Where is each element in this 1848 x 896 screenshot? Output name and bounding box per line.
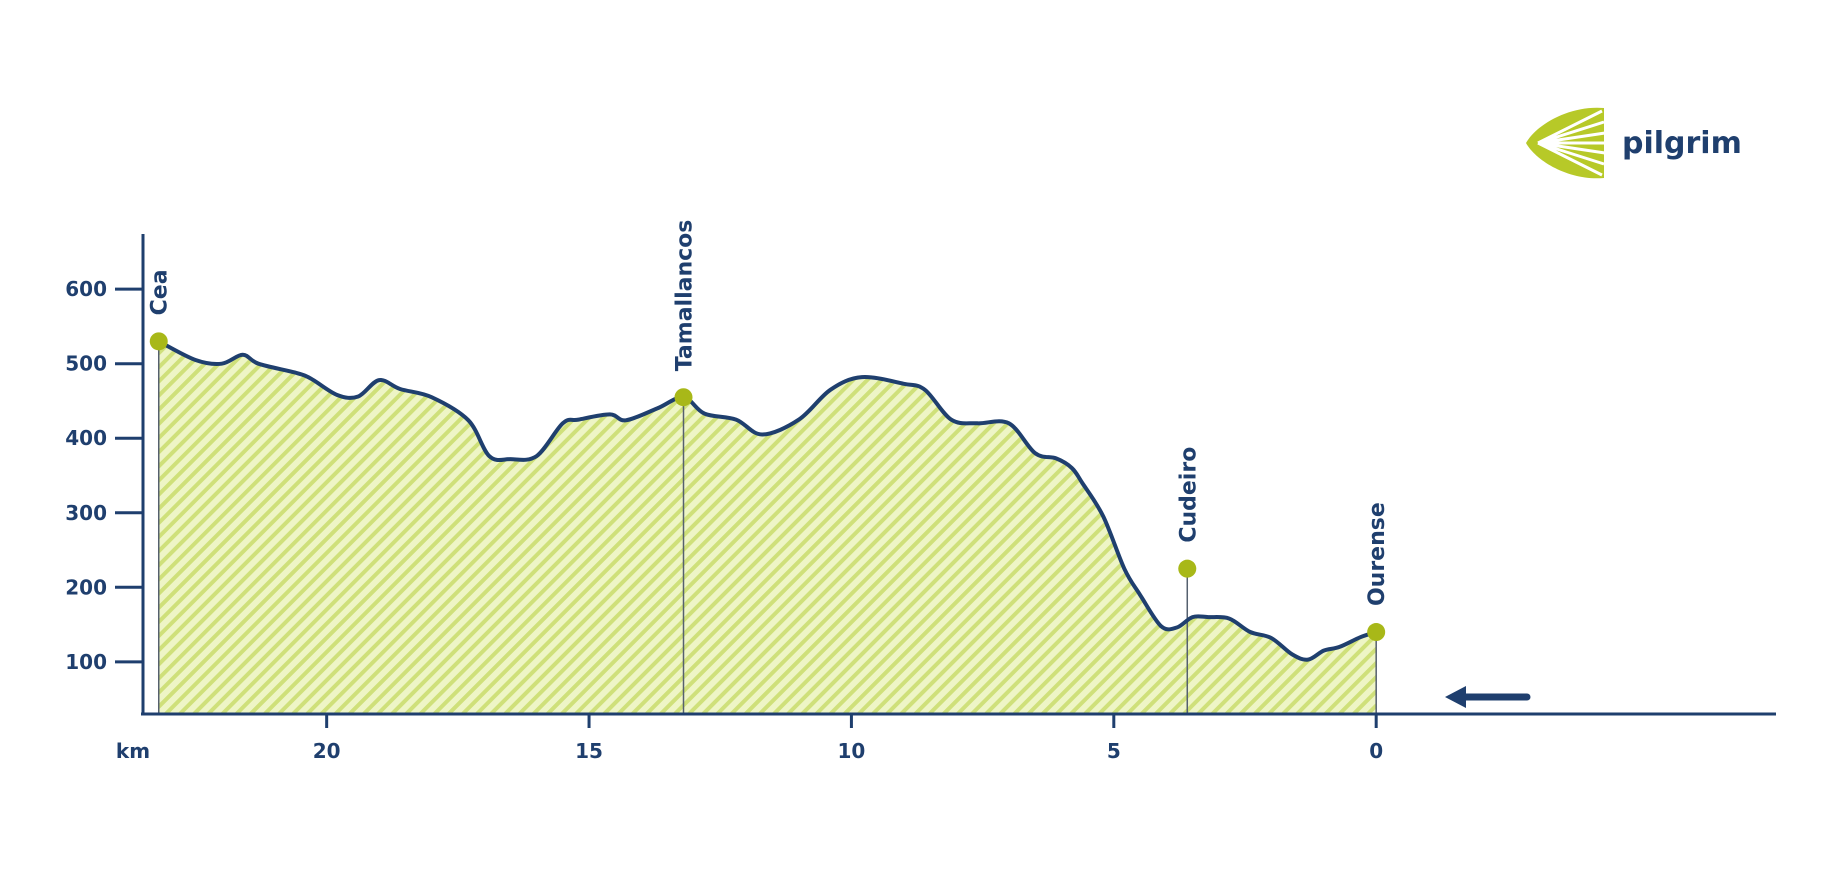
y-tick-label-2: 300 — [65, 501, 107, 525]
brand-name: pilgrim — [1622, 126, 1742, 161]
scallop-shell-icon — [1526, 107, 1606, 179]
drop-lines — [157, 341, 1377, 714]
y-tick-label-5: 600 — [65, 277, 107, 301]
x-axis-ticks: 20 15 10 5 0 — [313, 714, 1383, 763]
elevation-area — [158, 341, 1377, 714]
x-tick-label-1: 15 — [575, 739, 603, 763]
place-labels: Cea Tamallancos Cudeiro Ourense — [148, 220, 1390, 606]
y-tick-label-4: 500 — [65, 352, 107, 376]
place-marker-3 — [1367, 623, 1386, 642]
y-axis-ticks: 100 200 300 400 500 600 — [65, 277, 143, 674]
line-layer — [156, 339, 1379, 662]
elevation-line — [156, 339, 1379, 662]
axes — [141, 234, 1776, 716]
x-axis-label: km — [116, 739, 150, 763]
y-tick-label-3: 400 — [65, 426, 107, 450]
x-tick-label-2: 10 — [838, 739, 866, 763]
x-tick-label-3: 5 — [1107, 739, 1121, 763]
place-label-1: Tamallancos — [673, 220, 698, 372]
place-marker-1 — [674, 388, 693, 407]
brand-logo: pilgrim — [1526, 107, 1742, 179]
y-tick-label-1: 200 — [65, 575, 107, 599]
x-tick-label-4: 0 — [1369, 739, 1383, 763]
area-layer — [158, 341, 1377, 714]
place-label-0: Cea — [148, 269, 173, 315]
place-markers — [149, 332, 1386, 642]
direction-arrow-icon — [1445, 686, 1531, 708]
y-tick-label-0: 100 — [65, 650, 107, 674]
place-marker-2 — [1178, 559, 1197, 578]
place-marker-0 — [149, 332, 168, 351]
x-tick-label-0: 20 — [313, 739, 341, 763]
place-label-3: Ourense — [1365, 502, 1390, 606]
place-label-2: Cudeiro — [1176, 447, 1201, 543]
